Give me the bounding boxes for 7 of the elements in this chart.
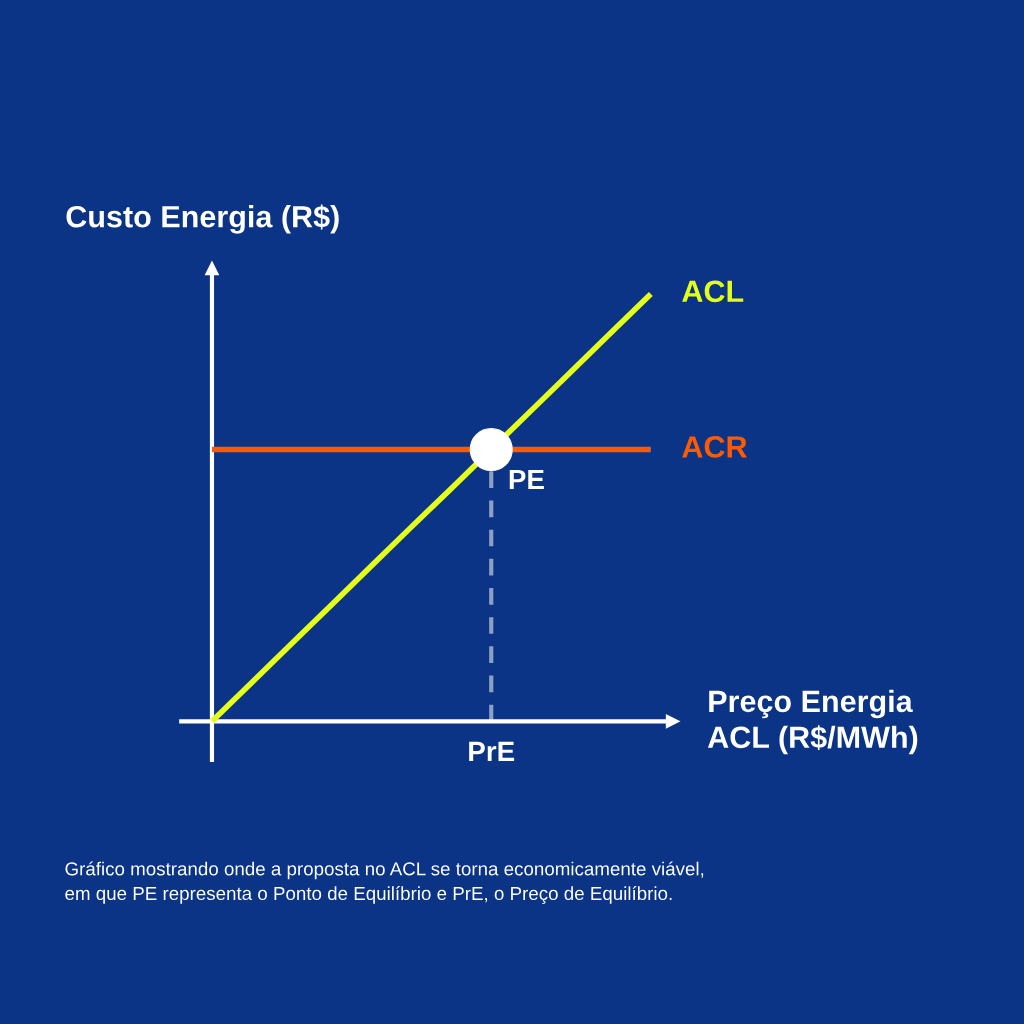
- y-axis-title: Custo Energia (R$): [66, 204, 339, 234]
- series-label: ACL: [682, 280, 744, 303]
- x-axis-title: Preço Energia ACL (R$/MWh): [707, 689, 918, 755]
- annotation: PE: [509, 469, 544, 490]
- text: Gráfico mostrando onde a proposta no ACL se torna economicamente viável, em que PE representa o Ponto de Equilíbrio e PrE, o Preço de Equilíbrio.: [65, 861, 704, 904]
- text: PrE: [469, 741, 515, 761]
- series-label: ACR: [682, 436, 747, 458]
